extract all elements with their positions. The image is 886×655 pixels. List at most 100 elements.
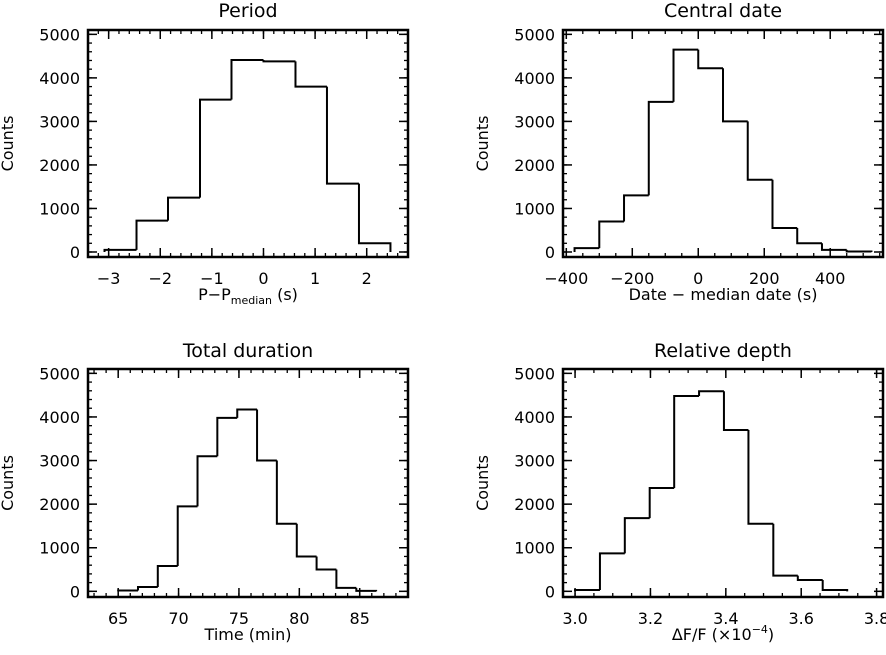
- histogram-bin: [845, 249, 873, 253]
- histogram-bin: [156, 565, 178, 587]
- x-axis-label: Date − median date (s): [629, 285, 818, 304]
- histogram-bin: [117, 589, 138, 592]
- histogram-bin: [697, 49, 723, 70]
- y-tick-label: 2000: [514, 495, 555, 514]
- y-tick-label: 1000: [39, 539, 80, 558]
- x-tick-label: 85: [350, 609, 370, 628]
- x-axis-label-main: ΔF/F (×10: [672, 625, 752, 644]
- histogram-bin: [698, 390, 724, 397]
- x-tick-label: 70: [168, 609, 188, 628]
- histogram-bin: [355, 587, 378, 592]
- y-tick-label: 5000: [514, 364, 555, 383]
- x-axis-label: Time (min): [204, 625, 292, 644]
- y-tick-label: 5000: [39, 364, 80, 383]
- histogram-bin: [574, 589, 600, 592]
- x-axis-label-superscript: −4: [752, 623, 768, 636]
- x-tick-label: 75: [229, 609, 249, 628]
- histogram-bin: [275, 460, 297, 525]
- x-axis-label-suffix: (s): [272, 285, 298, 304]
- y-tick-label: 2000: [514, 156, 555, 175]
- histogram-bin: [216, 416, 238, 457]
- y-tick-label: 3000: [39, 112, 80, 131]
- histogram-bin: [747, 430, 774, 525]
- histogram-bin: [196, 455, 218, 507]
- y-tick-label: 3000: [39, 452, 80, 471]
- histogram-bin: [772, 523, 798, 577]
- histogram-bin: [771, 179, 798, 230]
- x-axis-label-main: P−P: [198, 285, 231, 304]
- histogram-bin: [648, 487, 675, 519]
- histogram-bin: [236, 408, 258, 418]
- histogram-bin: [647, 100, 674, 196]
- histogram-panel: Relative depth 3.0 3.2 3.4 3.6 3.8 0 1000 2000 30…: [473, 340, 886, 644]
- histogram-bin: [722, 391, 749, 432]
- histogram-bin: [820, 243, 847, 251]
- histogram-bin: [598, 220, 625, 249]
- histogram-bin: [796, 575, 823, 581]
- plot-frame: [561, 367, 885, 599]
- y-axis-label: Counts: [0, 455, 17, 511]
- histogram-bin: [135, 219, 168, 250]
- y-tick-label: 1000: [39, 199, 80, 218]
- y-tick-label: 1000: [514, 199, 555, 218]
- histogram-bin: [325, 86, 359, 185]
- histogram-bin: [357, 183, 392, 252]
- y-tick-label: 5000: [514, 25, 555, 44]
- x-tick-label: −2: [148, 269, 172, 288]
- x-axis-label-subscript: median: [231, 294, 272, 307]
- plot-frame: [86, 28, 410, 259]
- y-tick-label: 0: [70, 243, 80, 262]
- y-tick-label: 0: [545, 243, 555, 262]
- x-tick-label: 400: [815, 269, 846, 288]
- histogram-bin: [262, 60, 296, 63]
- x-tick-label: 3.2: [638, 609, 663, 628]
- y-tick-label: 4000: [514, 69, 555, 88]
- y-tick-label: 4000: [514, 408, 555, 427]
- y-tick-label: 1000: [514, 539, 555, 558]
- histogram-bin: [136, 585, 158, 591]
- y-tick-label: 2000: [39, 156, 80, 175]
- histogram-bin: [199, 98, 232, 198]
- plot-frame: [561, 28, 885, 259]
- y-tick-label: 3000: [514, 452, 555, 471]
- histogram-bin: [673, 395, 700, 489]
- histogram-bin: [623, 517, 650, 554]
- histogram-bin: [256, 409, 277, 462]
- histogram-bin: [230, 59, 264, 100]
- x-tick-label: 1: [310, 269, 320, 288]
- y-tick-label: 3000: [514, 112, 555, 131]
- y-tick-label: 4000: [39, 69, 80, 88]
- y-tick-label: 0: [545, 582, 555, 601]
- x-tick-label: 3.8: [864, 609, 886, 628]
- x-axis-label-main: Date − median date (s): [629, 285, 818, 304]
- histogram-bin: [335, 569, 357, 589]
- histogram-panel: Total duration 65 70 75 80 85 0 1000 2000 3000 400…: [0, 340, 410, 644]
- x-axis-label: P−Pmedian (s): [198, 285, 298, 307]
- x-axis-label-suffix: ): [768, 625, 774, 644]
- y-tick-label: 2000: [39, 495, 80, 514]
- histogram-bin: [573, 247, 600, 252]
- x-tick-label: 3.0: [562, 609, 587, 628]
- histogram-bin: [598, 552, 625, 591]
- histogram-panel: Central date−400 −200 0 200 4000100020003000…: [473, 0, 885, 304]
- x-tick-label: −3: [97, 269, 121, 288]
- x-axis-label: ΔF/F (×10−4): [672, 623, 774, 644]
- y-tick-label: 0: [70, 582, 80, 601]
- x-tick-label: −200: [610, 269, 654, 288]
- histogram-bin: [176, 505, 198, 567]
- histogram-bin: [623, 194, 649, 222]
- histogram-bin: [672, 48, 699, 102]
- y-axis-label: Counts: [473, 455, 492, 511]
- x-tick-label: 65: [108, 609, 128, 628]
- x-tick-label: −1: [200, 269, 224, 288]
- x-tick-label: 0: [258, 269, 268, 288]
- y-tick-label: 4000: [39, 408, 80, 427]
- chart-title: Relative depth: [654, 340, 792, 362]
- histogram-panel: Period −3 −2 −1 0 1 2 0 1000 2000 3000 4000 5000 Coun…: [0, 0, 410, 307]
- histogram-bin: [821, 579, 849, 592]
- y-tick-label: 5000: [39, 25, 80, 44]
- plot-frame: [86, 367, 410, 599]
- chart-title: Central date: [664, 0, 782, 22]
- histogram-bin: [315, 556, 337, 571]
